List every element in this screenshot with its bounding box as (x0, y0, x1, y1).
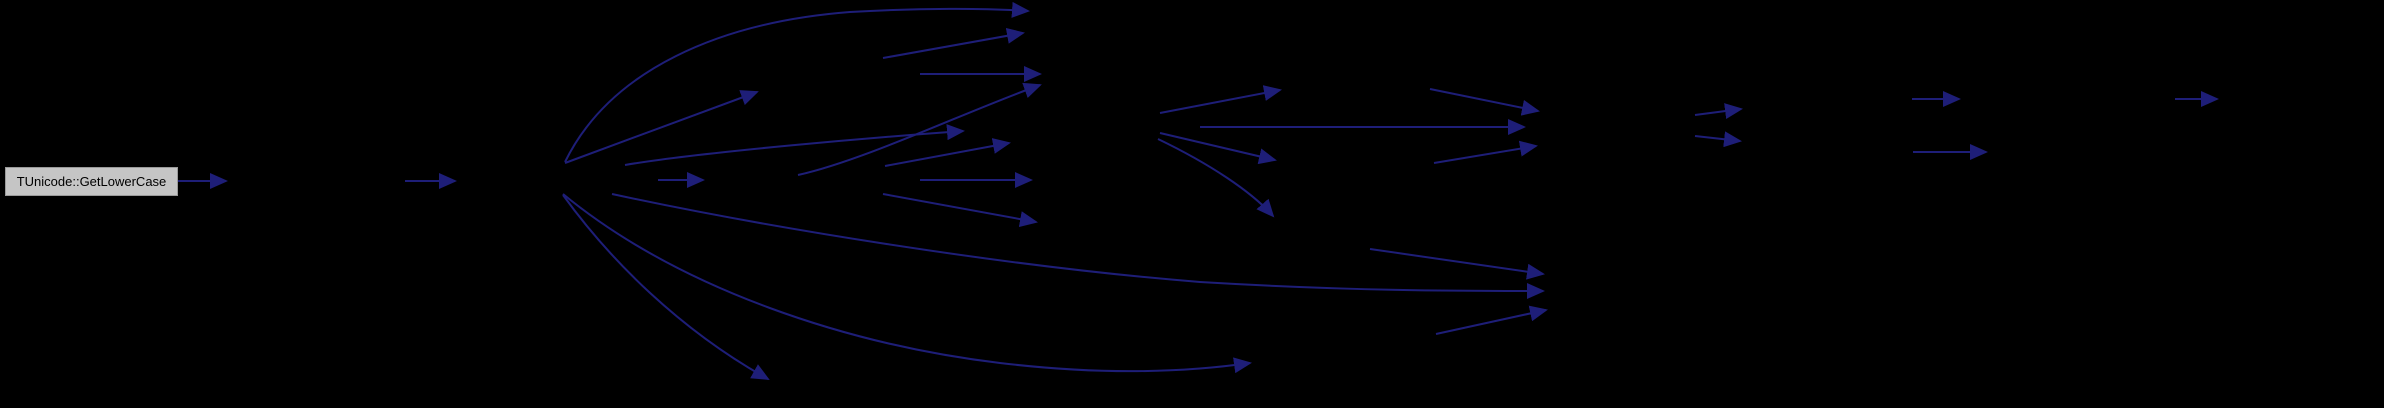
call-edge-9 (562, 193, 1252, 374)
call-edge-5 (624, 124, 965, 166)
call-edge-14 (1157, 138, 1275, 218)
call-edge-18 (1435, 305, 1548, 335)
call-edge-3 (564, 1, 1030, 163)
call-edge-19 (1694, 103, 1743, 120)
call-edge-6 (884, 138, 1011, 167)
call-edge-17 (1369, 248, 1545, 280)
call-edge-13 (1159, 132, 1277, 165)
edge-layer (178, 1, 2219, 380)
call-edge-20 (1694, 131, 1742, 148)
call-edge-11 (1159, 85, 1282, 114)
call-edge-4 (564, 90, 759, 164)
call-edge-16 (1433, 140, 1538, 164)
node-label: TUnicode::GetLowerCase (16, 174, 167, 189)
call-edge-28 (882, 193, 1038, 227)
call-edge-10 (562, 194, 770, 380)
call-edge-8 (611, 193, 1545, 299)
call-edge-24 (882, 27, 1025, 59)
node-tunicode-getlowercase: TUnicode::GetLowerCase (5, 167, 178, 196)
call-edge-26 (797, 82, 1042, 176)
call-edge-15 (1429, 88, 1540, 116)
